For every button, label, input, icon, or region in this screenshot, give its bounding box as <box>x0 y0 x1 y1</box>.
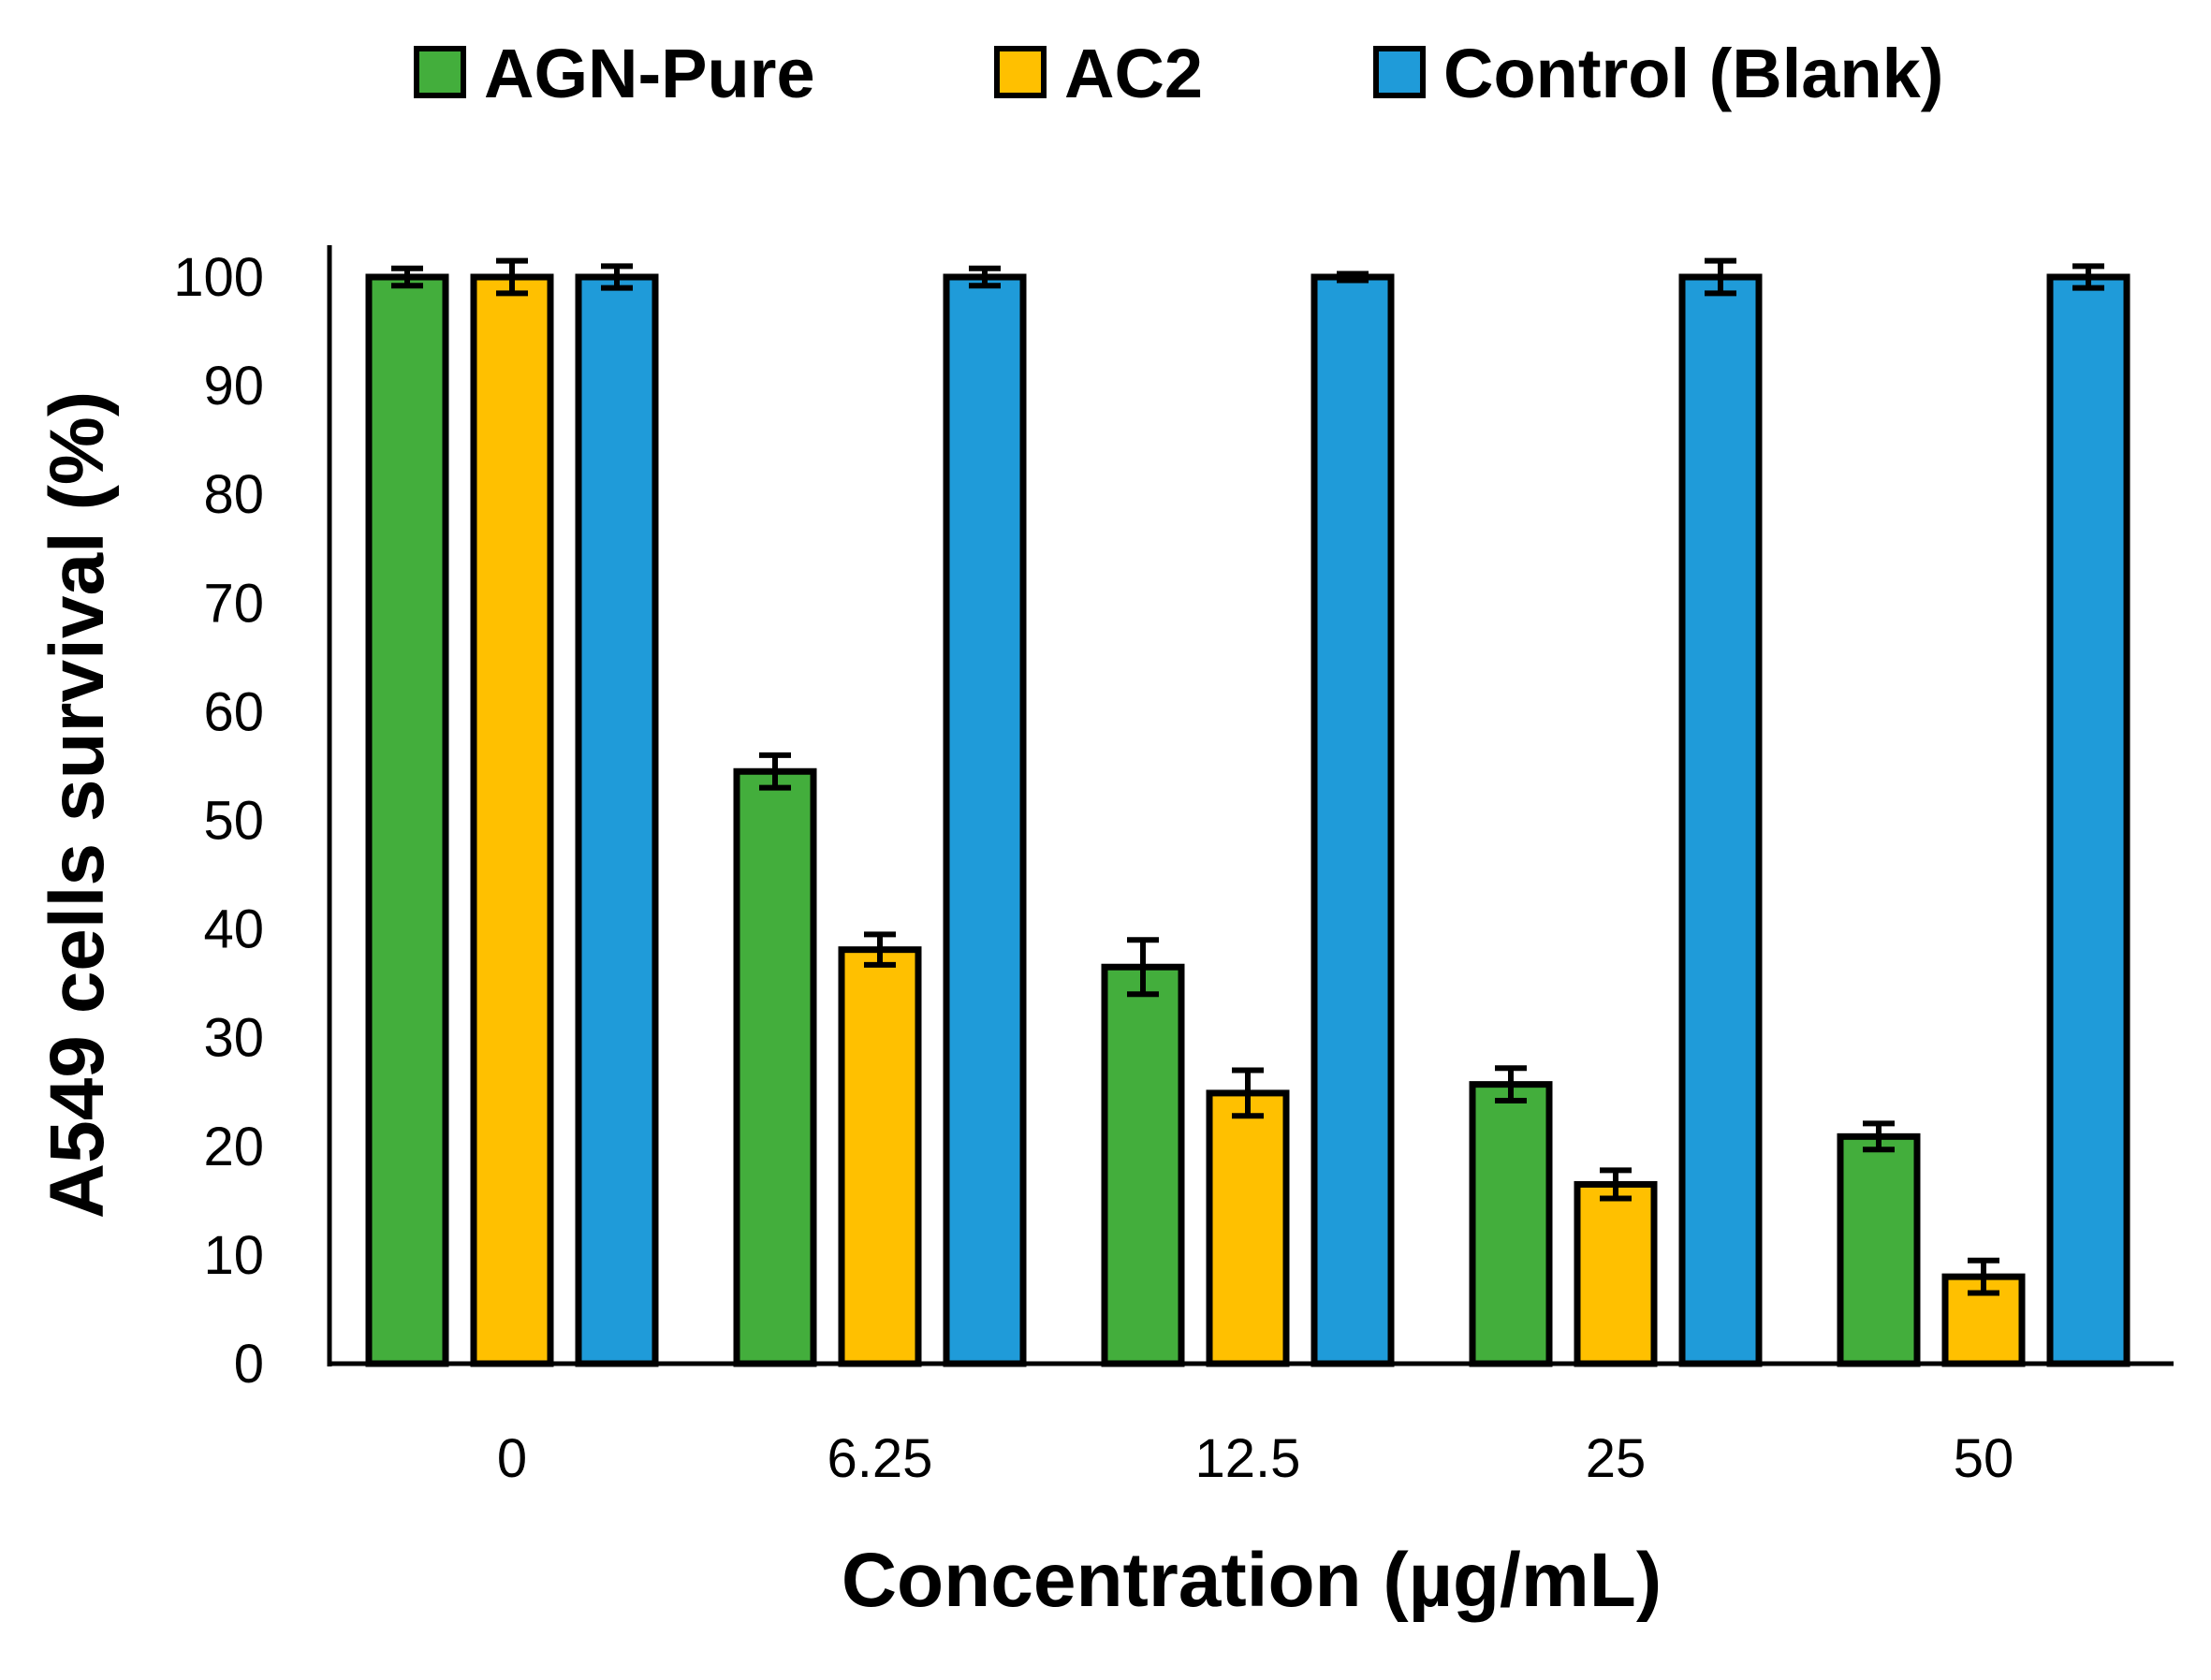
y-tick-label: 30 <box>203 1008 264 1069</box>
error-bar-ac2-0 <box>496 257 528 297</box>
error-bar-ac2-6-25 <box>864 931 896 968</box>
x-tick-label: 12.5 <box>1195 1428 1301 1489</box>
x-tick-label: 25 <box>1586 1428 1647 1489</box>
y-axis-title: A549 cells survival (%) <box>35 391 120 1219</box>
bar-control-blank-0 <box>575 273 659 1367</box>
bar-agn-pure-6-25 <box>733 767 817 1367</box>
error-bar-control-blank-0 <box>601 263 633 291</box>
bar-control-blank-25 <box>1678 273 1763 1367</box>
error-bar-control-blank-12-5 <box>1337 270 1369 284</box>
y-tick-label: 70 <box>203 573 264 634</box>
bars <box>365 273 2130 1367</box>
bar-ac2-0 <box>470 273 554 1367</box>
error-bar-ac2-25 <box>1600 1167 1632 1202</box>
x-tick-label: 6.25 <box>827 1428 933 1489</box>
error-bar-control-blank-25 <box>1705 257 1736 297</box>
legend-label: AGN-Pure <box>484 35 815 112</box>
bar-agn-pure-12-5 <box>1101 963 1185 1367</box>
legend-item-agn-pure: AGN-Pure <box>414 35 815 112</box>
legend-label: Control (Blank) <box>1443 35 1943 112</box>
x-tick-labels: 0 6.25 12.5 25 50 <box>497 1428 2013 1489</box>
y-tick-label: 10 <box>203 1225 264 1286</box>
y-tick-label: 100 <box>173 247 264 308</box>
legend-swatch <box>414 46 466 98</box>
error-bar-agn-pure-6-25 <box>759 752 791 791</box>
legend-swatch <box>1373 46 1426 98</box>
legend: AGN-Pure AC2 Control (Blank) <box>414 35 1943 112</box>
bar-agn-pure-50 <box>1837 1132 1921 1367</box>
y-tick-label: 80 <box>203 464 264 525</box>
error-bar-agn-pure-12-5 <box>1127 937 1159 998</box>
legend-swatch <box>994 46 1047 98</box>
x-tick-label: 0 <box>497 1428 527 1489</box>
bar-control-blank-50 <box>2046 273 2130 1367</box>
legend-item-control-blank: Control (Blank) <box>1373 35 1943 112</box>
error-bars <box>391 257 2104 1296</box>
x-axis-title: Concentration (µg/mL) <box>842 1538 1662 1623</box>
error-bar-agn-pure-0 <box>391 265 423 289</box>
legend-label: AC2 <box>1064 35 1203 112</box>
bar-ac2-6-25 <box>838 946 922 1367</box>
error-bar-agn-pure-50 <box>1863 1120 1895 1153</box>
y-tick-label: 50 <box>203 791 264 852</box>
legend-item-ac2: AC2 <box>994 35 1203 112</box>
error-bar-ac2-12-5 <box>1232 1067 1264 1119</box>
bar-agn-pure-25 <box>1469 1081 1553 1367</box>
error-bar-agn-pure-25 <box>1495 1065 1527 1104</box>
axes <box>327 245 2174 1366</box>
error-bar-control-blank-6-25 <box>969 265 1001 289</box>
bar-ac2-25 <box>1574 1180 1658 1367</box>
bar-control-blank-6-25 <box>943 273 1027 1367</box>
bar-agn-pure-0 <box>365 273 449 1367</box>
y-tick-label: 90 <box>203 356 264 416</box>
y-tick-labels: 0 10 20 30 40 50 60 70 80 90 100 <box>173 247 264 1395</box>
error-bar-control-blank-50 <box>2072 263 2104 291</box>
y-tick-label: 20 <box>203 1117 264 1177</box>
error-bar-ac2-50 <box>1968 1257 1999 1296</box>
y-tick-label: 0 <box>234 1334 264 1395</box>
y-tick-label: 60 <box>203 681 264 742</box>
x-tick-label: 50 <box>1954 1428 2014 1489</box>
bar-ac2-12-5 <box>1206 1089 1290 1367</box>
bar-control-blank-12-5 <box>1310 273 1395 1367</box>
y-tick-label: 40 <box>203 899 264 960</box>
